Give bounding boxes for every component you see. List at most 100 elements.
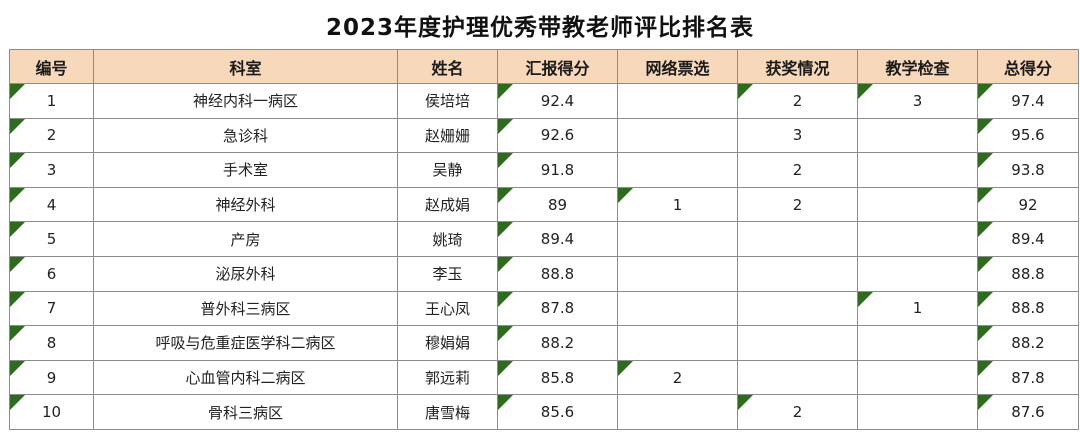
cell-id[interactable]: 6 [9, 255, 94, 292]
cell-award[interactable]: 2 [737, 83, 858, 119]
table-row: 4 神经外科 赵成娟 89 1 2 92 [9, 186, 1079, 223]
cell-total[interactable]: 97.4 [977, 83, 1079, 119]
cell-award[interactable] [737, 290, 858, 327]
cell-award[interactable]: 3 [737, 117, 858, 154]
table-row: 5 产房 姚琦 89.4 89.4 [9, 221, 1079, 257]
cell-award[interactable] [737, 255, 858, 292]
page-title: 2023年度护理优秀带教老师评比排名表 [325, 15, 754, 41]
cell-report[interactable]: 87.8 [497, 290, 618, 327]
cell-report[interactable]: 85.8 [497, 359, 618, 396]
header-report: 汇报得分 [497, 49, 618, 84]
header-award: 获奖情况 [737, 49, 858, 84]
cell-report[interactable]: 88.2 [497, 325, 618, 361]
cell-total[interactable]: 88.2 [977, 325, 1079, 361]
cell-id[interactable]: 7 [9, 290, 94, 327]
cell-report[interactable]: 92.4 [497, 83, 618, 119]
cell-dept[interactable]: 手术室 [93, 152, 398, 188]
cell-report[interactable]: 88.8 [497, 255, 618, 292]
cell-id[interactable]: 8 [9, 325, 94, 361]
cell-vote[interactable] [617, 152, 738, 188]
cell-name[interactable]: 郭远莉 [397, 359, 498, 396]
cell-total[interactable]: 92 [977, 186, 1079, 223]
ranking-table: 编号 科室 姓名 汇报得分 网络票选 获奖情况 教学检查 总得分 1 神经内科一… [9, 49, 1079, 430]
cell-vote[interactable]: 1 [617, 186, 738, 223]
cell-total[interactable]: 89.4 [977, 221, 1079, 257]
cell-vote[interactable] [617, 117, 738, 154]
table-row: 7 普外科三病区 王心凤 87.8 1 88.8 [9, 290, 1079, 327]
cell-award[interactable] [737, 359, 858, 396]
table-row: 1 神经内科一病区 侯培培 92.4 2 3 97.4 [9, 83, 1079, 119]
cell-dept[interactable]: 普外科三病区 [93, 290, 398, 327]
cell-name[interactable]: 姚琦 [397, 221, 498, 257]
cell-vote[interactable] [617, 394, 738, 430]
cell-id[interactable]: 1 [9, 83, 94, 119]
cell-total[interactable]: 87.8 [977, 359, 1079, 396]
cell-total[interactable]: 87.6 [977, 394, 1079, 430]
cell-name[interactable]: 唐雪梅 [397, 394, 498, 430]
header-dept: 科室 [93, 49, 398, 84]
cell-inspect[interactable] [857, 152, 978, 188]
cell-award[interactable]: 2 [737, 152, 858, 188]
cell-award[interactable]: 2 [737, 186, 858, 223]
cell-vote[interactable] [617, 221, 738, 257]
cell-total[interactable]: 88.8 [977, 255, 1079, 292]
cell-id[interactable]: 3 [9, 152, 94, 188]
cell-award[interactable] [737, 325, 858, 361]
table-header-row: 编号 科室 姓名 汇报得分 网络票选 获奖情况 教学检查 总得分 [9, 49, 1079, 84]
cell-name[interactable]: 赵成娟 [397, 186, 498, 223]
cell-report[interactable]: 89.4 [497, 221, 618, 257]
cell-id[interactable]: 4 [9, 186, 94, 223]
cell-report[interactable]: 89 [497, 186, 618, 223]
header-inspect: 教学检查 [857, 49, 978, 84]
header-total: 总得分 [977, 49, 1079, 84]
cell-id[interactable]: 9 [9, 359, 94, 396]
cell-total[interactable]: 93.8 [977, 152, 1079, 188]
cell-total[interactable]: 88.8 [977, 290, 1079, 327]
header-vote: 网络票选 [617, 49, 738, 84]
cell-name[interactable]: 穆娟娟 [397, 325, 498, 361]
cell-total[interactable]: 95.6 [977, 117, 1079, 154]
cell-dept[interactable]: 神经内科一病区 [93, 83, 398, 119]
table-row: 8 呼吸与危重症医学科二病区 穆娟娟 88.2 88.2 [9, 325, 1079, 361]
cell-dept[interactable]: 神经外科 [93, 186, 398, 223]
cell-inspect[interactable]: 1 [857, 290, 978, 327]
cell-dept[interactable]: 产房 [93, 221, 398, 257]
cell-name[interactable]: 赵姗姗 [397, 117, 498, 154]
cell-report[interactable]: 92.6 [497, 117, 618, 154]
cell-inspect[interactable] [857, 325, 978, 361]
cell-name[interactable]: 吴静 [397, 152, 498, 188]
cell-vote[interactable]: 2 [617, 359, 738, 396]
cell-dept[interactable]: 呼吸与危重症医学科二病区 [93, 325, 398, 361]
cell-inspect[interactable] [857, 221, 978, 257]
table-row: 2 急诊科 赵姗姗 92.6 3 95.6 [9, 117, 1079, 154]
header-id: 编号 [9, 49, 94, 84]
cell-id[interactable]: 5 [9, 221, 94, 257]
cell-inspect[interactable] [857, 255, 978, 292]
cell-inspect[interactable]: 3 [857, 83, 978, 119]
cell-vote[interactable] [617, 325, 738, 361]
cell-vote[interactable] [617, 290, 738, 327]
table-row: 6 泌尿外科 李玉 88.8 88.8 [9, 255, 1079, 292]
cell-name[interactable]: 李玉 [397, 255, 498, 292]
cell-dept[interactable]: 骨科三病区 [93, 394, 398, 430]
cell-award[interactable]: 2 [737, 394, 858, 430]
cell-award[interactable] [737, 221, 858, 257]
table-row: 9 心血管内科二病区 郭远莉 85.8 2 87.8 [9, 359, 1079, 396]
cell-inspect[interactable] [857, 117, 978, 154]
cell-report[interactable]: 85.6 [497, 394, 618, 430]
table-row: 3 手术室 吴静 91.8 2 93.8 [9, 152, 1079, 188]
cell-id[interactable]: 10 [9, 394, 94, 430]
cell-dept[interactable]: 泌尿外科 [93, 255, 398, 292]
cell-vote[interactable] [617, 83, 738, 119]
cell-name[interactable]: 侯培培 [397, 83, 498, 119]
cell-report[interactable]: 91.8 [497, 152, 618, 188]
cell-name[interactable]: 王心凤 [397, 290, 498, 327]
cell-dept[interactable]: 心血管内科二病区 [93, 359, 398, 396]
cell-inspect[interactable] [857, 359, 978, 396]
cell-inspect[interactable] [857, 186, 978, 223]
header-name: 姓名 [397, 49, 498, 84]
cell-id[interactable]: 2 [9, 117, 94, 154]
cell-vote[interactable] [617, 255, 738, 292]
cell-inspect[interactable] [857, 394, 978, 430]
cell-dept[interactable]: 急诊科 [93, 117, 398, 154]
